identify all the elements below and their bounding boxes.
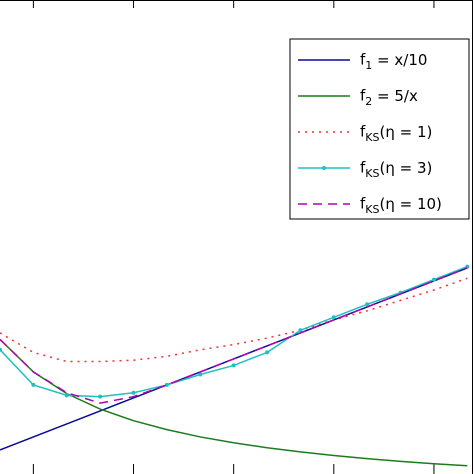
point [298, 328, 303, 333]
series-line [0, 265, 468, 398]
point [98, 394, 103, 399]
legend-marker [322, 166, 326, 170]
series-line [0, 277, 468, 363]
point [64, 393, 69, 398]
point [365, 302, 370, 307]
legend-label: fKS(η = 10) [360, 195, 442, 217]
legend-label: f1 = x/10 [360, 51, 427, 73]
point [431, 277, 436, 282]
point [0, 347, 2, 352]
point [231, 363, 236, 368]
point [131, 390, 136, 395]
point [331, 315, 336, 320]
series-line [0, 338, 468, 467]
point [198, 372, 203, 377]
legend-box [289, 38, 470, 220]
series-line [0, 267, 468, 404]
point [31, 382, 36, 387]
point [265, 350, 270, 355]
legend-label: f2 = 5/x [360, 87, 418, 109]
